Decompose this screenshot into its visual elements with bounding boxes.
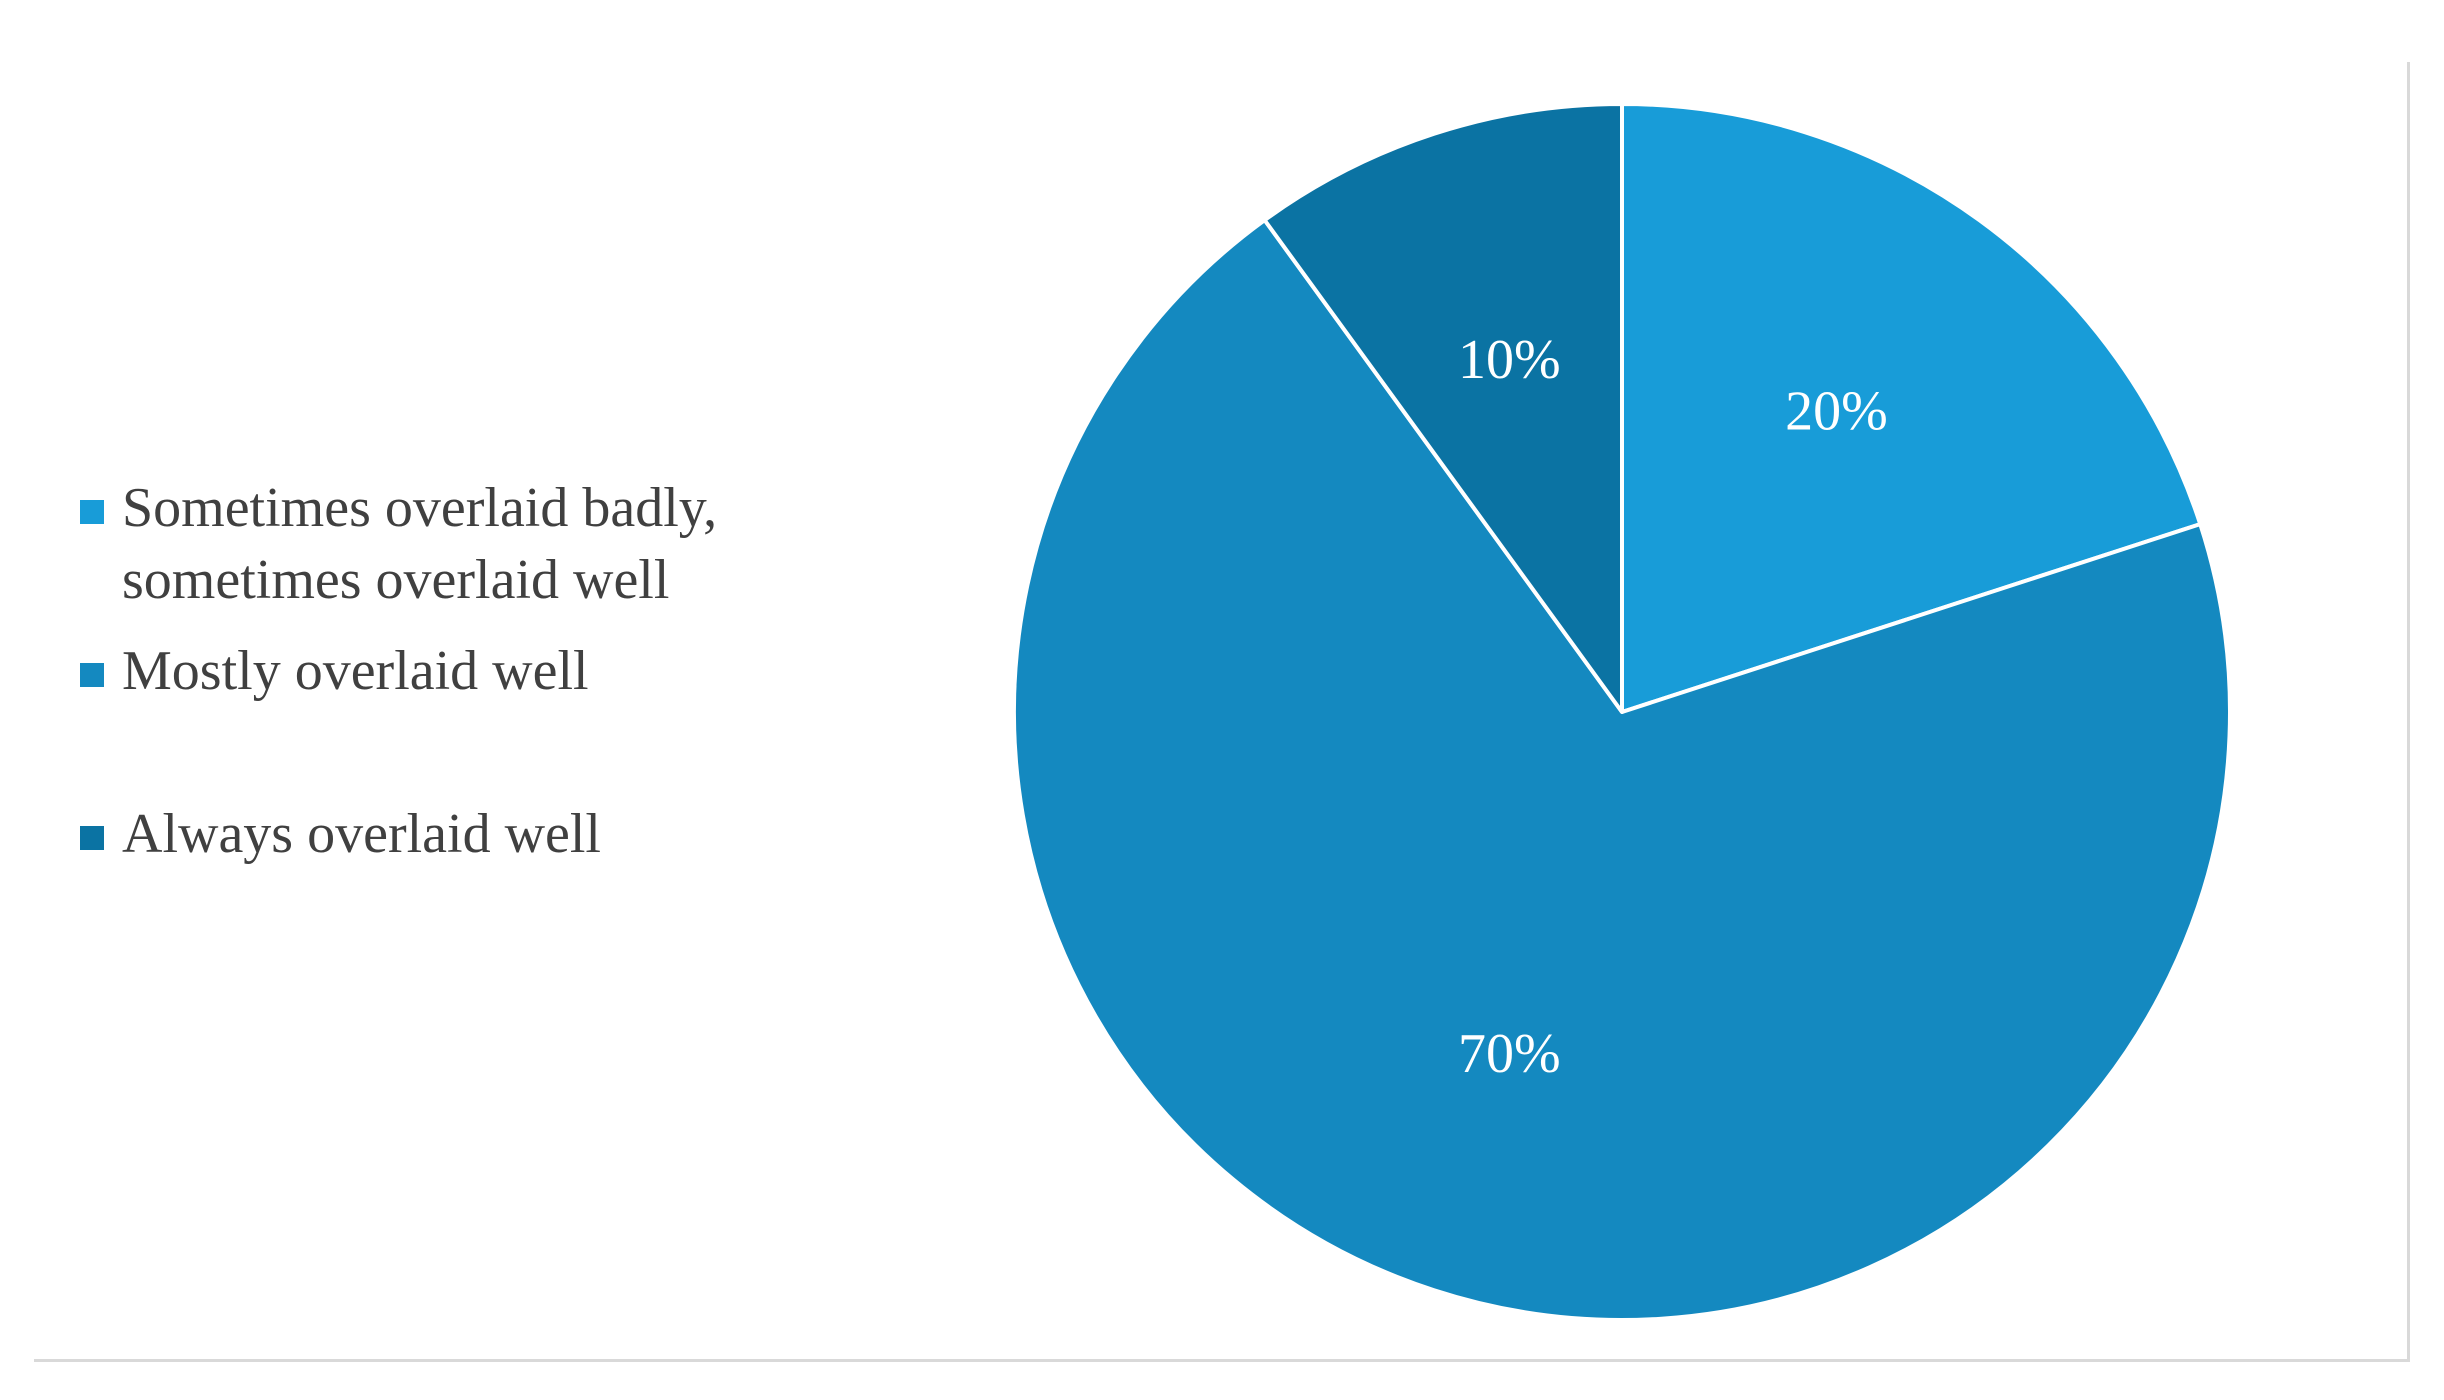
legend-label-sometimes: Sometimes overlaid badly, sometimes over… <box>122 477 718 611</box>
pie-slice-sometimes <box>1620 102 2203 714</box>
legend-item-always: Always overlaid well <box>80 798 601 870</box>
data-label-sometimes: 20% <box>1785 381 1888 443</box>
legend-label-mostly: Mostly overlaid well <box>122 640 589 702</box>
legend-swatch-always <box>80 826 104 850</box>
legend-item-mostly: Mostly overlaid well <box>80 635 589 707</box>
pie-slice-mostly <box>1012 218 2232 1322</box>
pie-slice-always <box>1262 102 1624 714</box>
legend-swatch-mostly <box>80 663 104 687</box>
data-label-always: 10% <box>1458 329 1561 391</box>
legend-swatch-sometimes <box>80 500 104 524</box>
data-label-mostly: 70% <box>1458 1023 1561 1085</box>
legend-item-sometimes: Sometimes overlaid badly, sometimes over… <box>80 472 717 616</box>
legend-label-always: Always overlaid well <box>122 803 601 865</box>
